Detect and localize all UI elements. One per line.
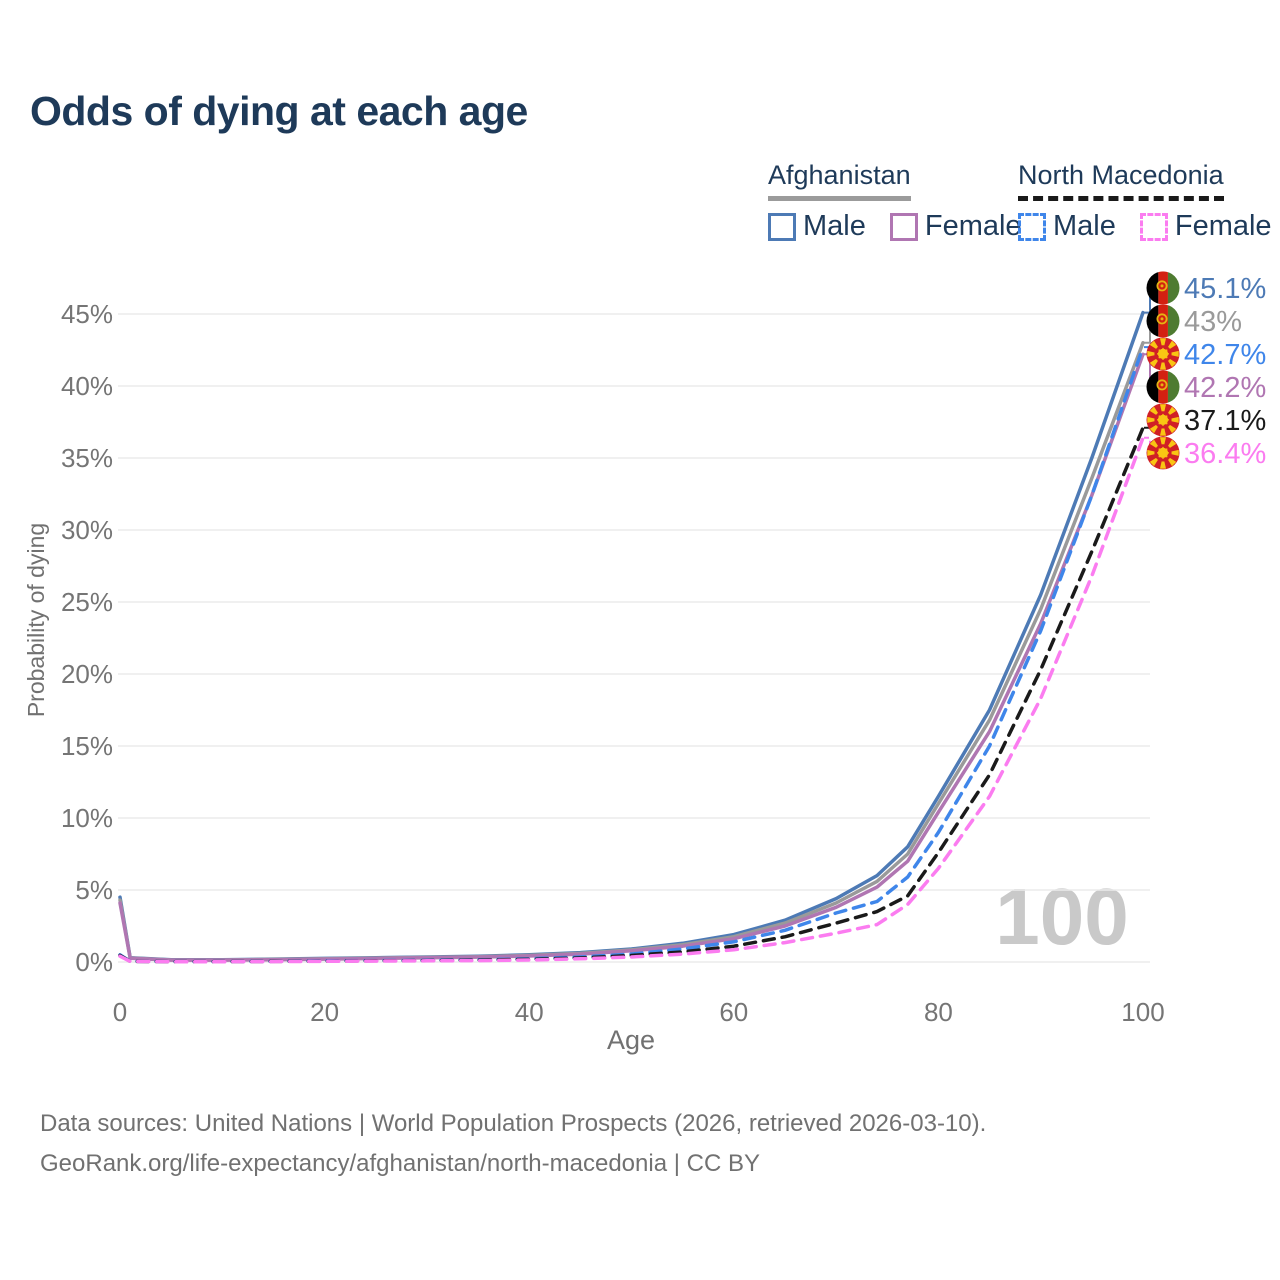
series-end-label: 42.2% (1184, 372, 1266, 404)
legend-country-north-macedonia[interactable]: North Macedonia (1018, 160, 1224, 201)
afghanistan-female-swatch-icon (889, 212, 918, 241)
plot-hover-area[interactable] (120, 280, 1143, 962)
legend-item-afghanistan-male[interactable]: Male (768, 210, 866, 243)
legend-item-afghanistan-female[interactable]: Female (889, 210, 1022, 243)
legend: Afghanistan Male Female North Macedonia … (0, 160, 1280, 243)
afghanistan-flag-icon (1146, 370, 1180, 404)
x-tick-label: 20 (310, 997, 339, 1027)
footer: Data sources: United Nations | World Pop… (40, 1104, 986, 1184)
x-tick-label: 80 (924, 997, 953, 1027)
legend-item-label: Female (1174, 210, 1272, 242)
y-tick-label: 40% (61, 371, 113, 401)
series-end-label: 37.1% (1184, 405, 1266, 437)
x-tick-label: 100 (1121, 997, 1164, 1027)
legend-row-afghanistan: Male Female (768, 210, 1046, 243)
x-tick-label: 60 (719, 997, 748, 1027)
afghanistan-flag-icon (1146, 271, 1180, 305)
legend-item-north-macedonia-male[interactable]: Male (1018, 210, 1116, 243)
north-macedonia-flag-icon (1146, 403, 1180, 437)
hovered-age-watermark: 100 (995, 872, 1128, 961)
x-tick-label: 0 (113, 997, 127, 1027)
page-title: Odds of dying at each age (30, 88, 528, 134)
north-macedonia-male-swatch-icon (1018, 212, 1046, 241)
legend-item-label: Female (924, 210, 1022, 242)
legend-item-north-macedonia-female[interactable]: Female (1139, 210, 1272, 243)
north-macedonia-flag-icon (1146, 337, 1180, 371)
y-tick-label: 35% (61, 443, 113, 473)
series-end-label: 45.1% (1184, 273, 1266, 305)
footer-source-line: Data sources: United Nations | World Pop… (40, 1110, 987, 1137)
y-tick-label: 30% (61, 515, 113, 545)
y-tick-label: 20% (61, 659, 113, 689)
legend-row-north-macedonia: Male Female (1018, 210, 1280, 243)
north-macedonia-female-swatch-icon (1139, 212, 1168, 241)
north-macedonia-flag-icon (1146, 436, 1180, 470)
y-tick-label: 10% (61, 803, 113, 833)
series-end-label: 36.4% (1184, 438, 1266, 470)
y-tick-label: 15% (61, 731, 113, 761)
legend-item-label: Male (803, 210, 866, 242)
legend-country-afghanistan[interactable]: Afghanistan (768, 160, 911, 201)
x-tick-label: 40 (515, 997, 544, 1027)
series-end-label: 43% (1184, 306, 1242, 338)
y-tick-label: 25% (61, 587, 113, 617)
legend-group-north-macedonia: North Macedonia Male Female (1018, 160, 1280, 243)
legend-group-afghanistan: Afghanistan Male Female (768, 160, 1046, 243)
legend-item-label: Male (1053, 210, 1116, 242)
afghanistan-male-swatch-icon (768, 212, 796, 241)
footer-url-line: GeoRank.org/life-expectancy/afghanistan/… (40, 1150, 760, 1177)
series-end-label: 42.7% (1184, 339, 1266, 371)
y-tick-label: 5% (75, 875, 113, 905)
series-line-north-macedonia-female[interactable] (118, 436, 1145, 964)
y-tick-label: 0% (75, 947, 113, 977)
x-axis-title: Age (607, 1025, 655, 1055)
afghanistan-flag-icon (1146, 304, 1180, 338)
y-axis-title: Probability of dying (23, 523, 49, 717)
y-tick-label: 45% (61, 299, 113, 329)
